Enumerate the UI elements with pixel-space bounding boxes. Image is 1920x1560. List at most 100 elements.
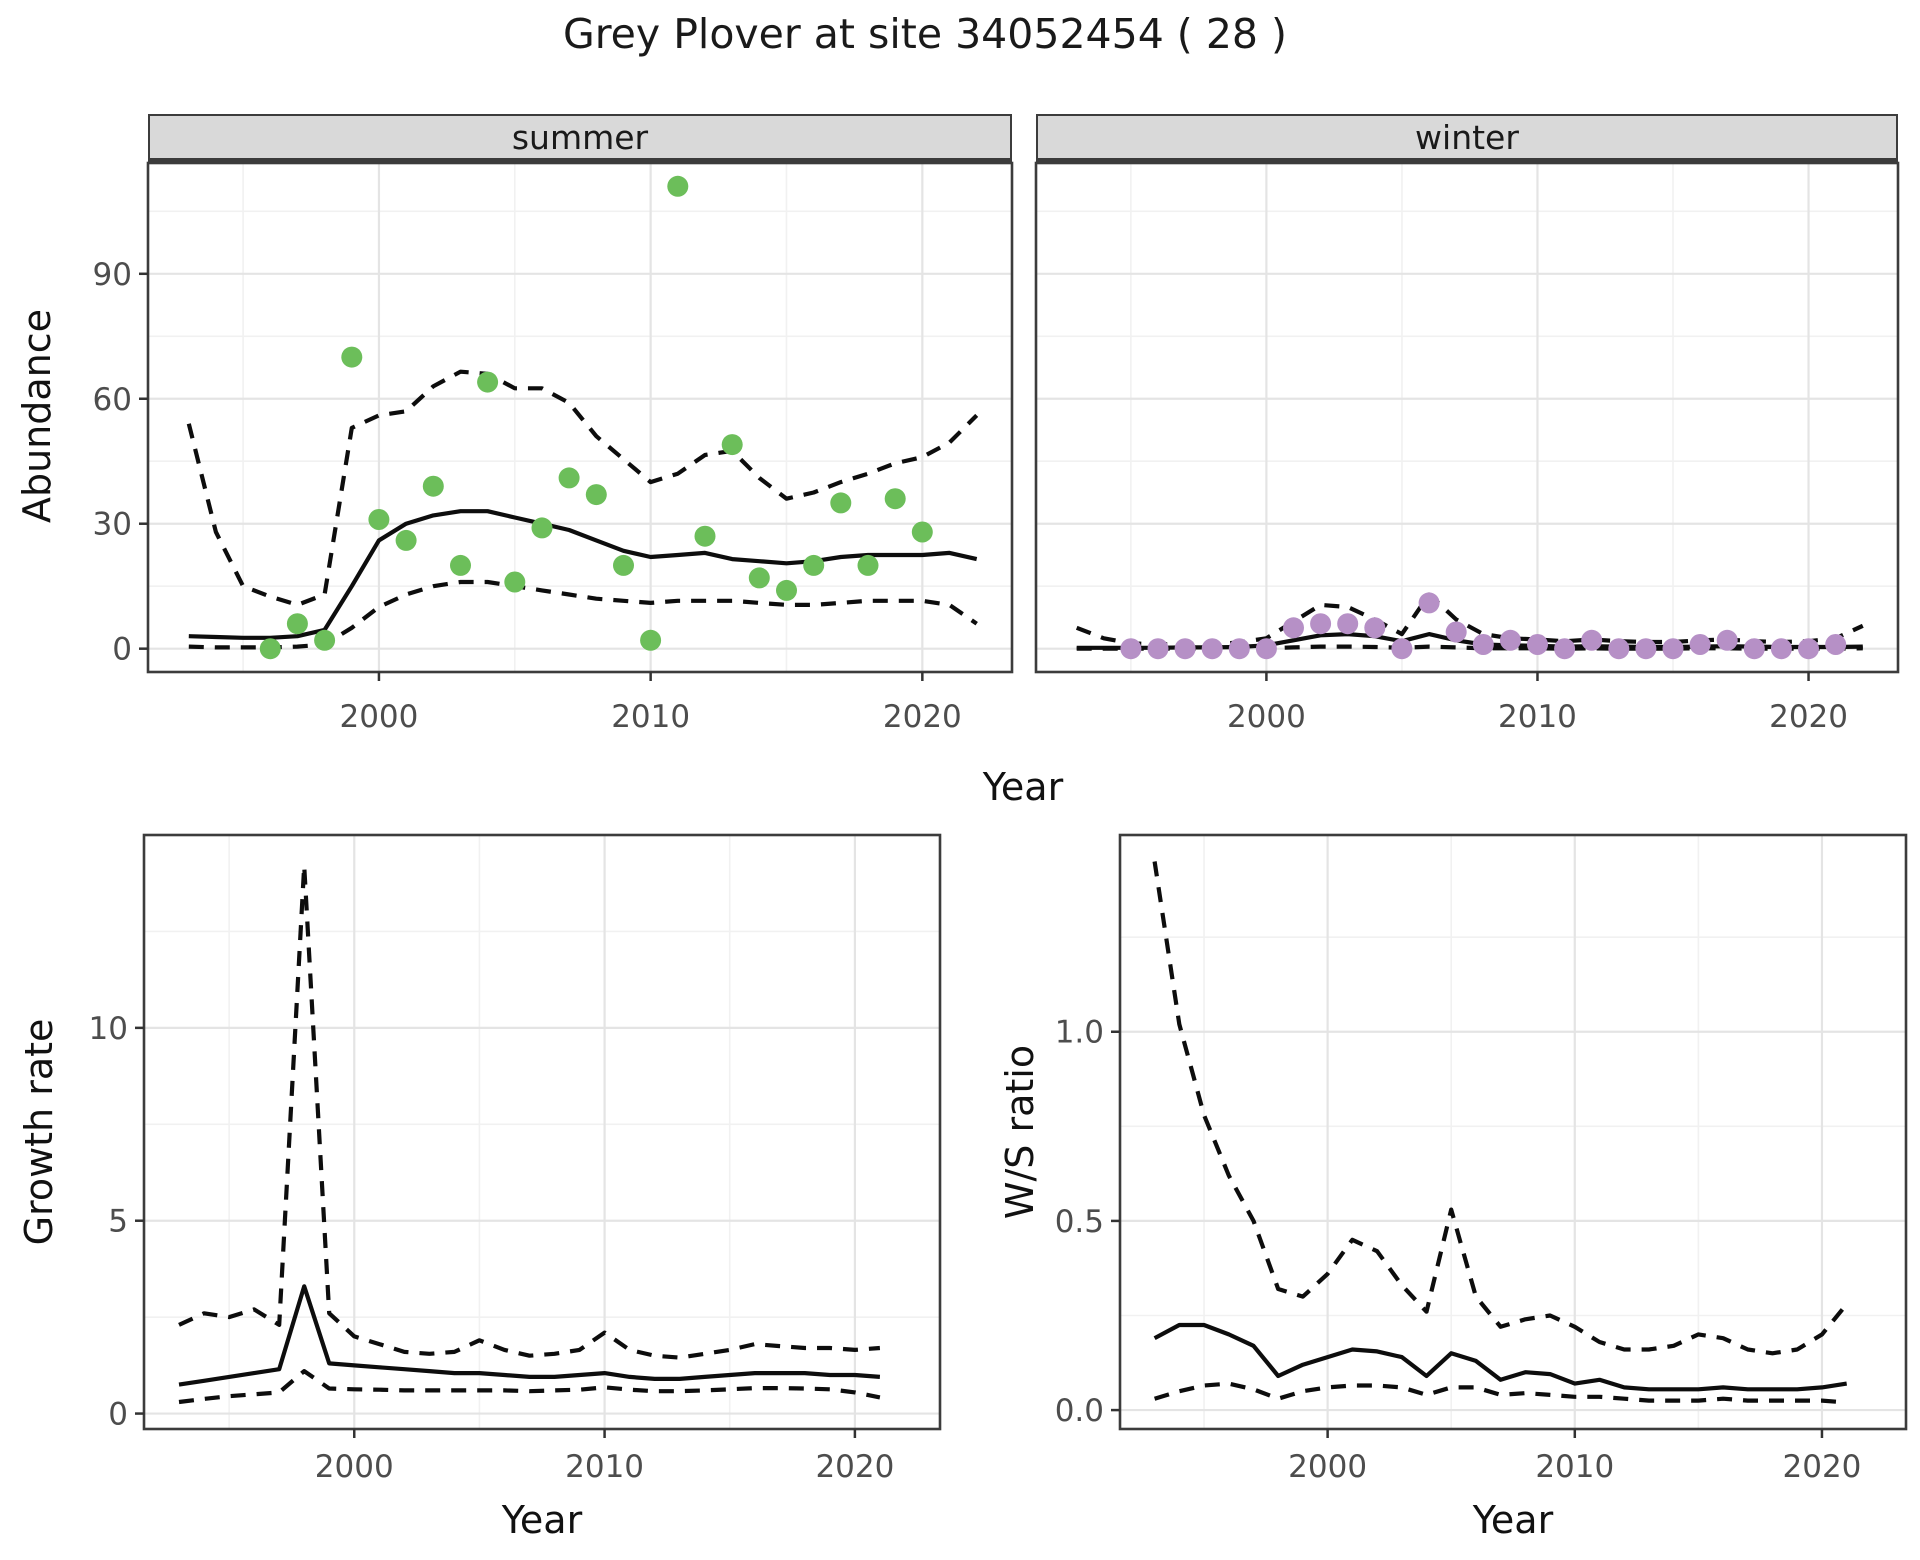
data-point (1255, 638, 1277, 660)
data-point (1635, 638, 1657, 660)
data-point (422, 475, 444, 497)
growth-rate-upper-ci-line (178, 863, 881, 1360)
x-tick-label: 2000 (1227, 699, 1306, 735)
y-tick-label: 5 (108, 1204, 128, 1240)
x-tick-label: 2000 (1288, 1449, 1367, 1485)
data-point (1174, 638, 1196, 660)
y-tick-label: 90 (93, 257, 132, 293)
y-tick-label: 1.0 (1055, 1015, 1104, 1051)
data-point (504, 571, 526, 593)
data-point (1418, 592, 1440, 614)
y-axis-title-abundance: Abundance (15, 308, 59, 524)
data-point (613, 554, 634, 576)
y-tick-label: 30 (93, 507, 132, 543)
y-tick-label: 60 (93, 382, 132, 418)
data-point (1228, 638, 1250, 660)
growth-rate-fit-line (178, 1284, 881, 1387)
data-point (1310, 613, 1332, 635)
y-axis-title-growth: Growth rate (17, 1018, 61, 1246)
data-point (1499, 629, 1521, 651)
x-tick-label: 2020 (815, 1449, 894, 1485)
data-point (531, 517, 553, 539)
abundance-summer-points (259, 175, 933, 660)
x-tick-label: 2000 (339, 699, 418, 735)
growth-rate-y-axis: 0 5 10 (89, 1011, 144, 1433)
facet-strip-winter-label: winter (1415, 117, 1519, 157)
ws-ratio-upper-ci-line (1152, 861, 1849, 1356)
data-point (640, 629, 662, 651)
data-point (1825, 634, 1847, 655)
data-point (1527, 634, 1548, 655)
ws-ratio-fit-line (1153, 1322, 1848, 1392)
data-point (585, 484, 607, 506)
data-point (748, 567, 770, 589)
data-point (1743, 638, 1765, 660)
data-point (1120, 638, 1142, 660)
data-point (1445, 621, 1467, 643)
y-tick-label: 0 (108, 1397, 128, 1433)
panel-abundance-winter: 2000 2010 2020 (1034, 161, 1900, 735)
growth-rate-grid (144, 835, 940, 1429)
data-point (395, 529, 417, 551)
data-point (1770, 638, 1792, 660)
data-point (884, 488, 906, 510)
data-point (803, 554, 825, 576)
x-tick-label: 2000 (315, 1449, 394, 1485)
data-point (286, 613, 308, 635)
data-point (1798, 638, 1819, 660)
abundance-summer-x-axis: 2000 2010 2020 (339, 672, 962, 735)
data-point (1689, 634, 1711, 655)
x-tick-label: 2010 (611, 699, 690, 735)
data-point (1283, 617, 1304, 639)
x-tick-label: 2020 (1783, 1449, 1862, 1485)
abundance-winter-points (1120, 592, 1847, 660)
y-tick-label: 0.0 (1055, 1393, 1104, 1429)
data-point (1472, 634, 1494, 655)
data-point (259, 638, 281, 660)
panel-abundance-summer: 2000 2010 2020 0 30 60 90 (93, 161, 1014, 735)
data-point (776, 579, 797, 601)
data-point (694, 525, 716, 547)
data-point (314, 629, 336, 651)
data-point (911, 521, 933, 543)
facet-strip-summer: summer (148, 114, 1012, 163)
x-tick-label: 2010 (1535, 1449, 1614, 1485)
abundance-summer-y-axis: 0 30 60 90 (93, 257, 148, 668)
facet-strip-winter: winter (1036, 114, 1898, 163)
panel-ws-ratio: 2000 2010 2020 0.0 0.5 1.0 (1055, 833, 1908, 1485)
data-point (477, 371, 499, 393)
abundance-winter-x-axis: 2000 2010 2020 (1227, 672, 1848, 735)
x-tick-label: 2010 (1498, 699, 1577, 735)
x-axis-title-bottom-right: Year (1472, 1498, 1554, 1542)
data-point (450, 554, 471, 576)
data-point (1581, 629, 1603, 651)
data-point (1364, 617, 1386, 639)
facet-strip-summer-label: summer (511, 117, 649, 157)
ws-ratio-y-axis: 0.0 0.5 1.0 (1055, 1015, 1120, 1429)
x-axis-title-bottom-left: Year (501, 1498, 583, 1542)
data-point (341, 346, 363, 368)
abundance-summer-upper-ci-line (186, 369, 979, 608)
y-tick-label: 0 (112, 632, 132, 668)
data-point (857, 554, 879, 576)
x-tick-label: 2020 (1769, 699, 1848, 735)
y-tick-label: 0.5 (1055, 1204, 1104, 1240)
x-axis-title-top: Year (982, 765, 1064, 809)
y-axis-title-ws: W/S ratio (998, 1044, 1042, 1220)
data-point (1662, 638, 1684, 660)
data-point (368, 509, 390, 530)
data-point (1201, 638, 1223, 660)
data-point (1391, 638, 1413, 660)
x-tick-label: 2020 (883, 699, 962, 735)
panel-growth-rate: 2000 2010 2020 0 5 10 (89, 833, 942, 1485)
plot-title: Grey Plover at site 34052454 ( 28 ) (562, 10, 1288, 58)
data-point (558, 467, 580, 489)
growth-rate-x-axis: 2000 2010 2020 (315, 1429, 894, 1485)
x-tick-label: 2010 (565, 1449, 644, 1485)
data-point (1337, 613, 1359, 635)
data-point (1147, 638, 1169, 660)
data-point (1608, 638, 1630, 660)
growth-rate-series (178, 863, 881, 1405)
